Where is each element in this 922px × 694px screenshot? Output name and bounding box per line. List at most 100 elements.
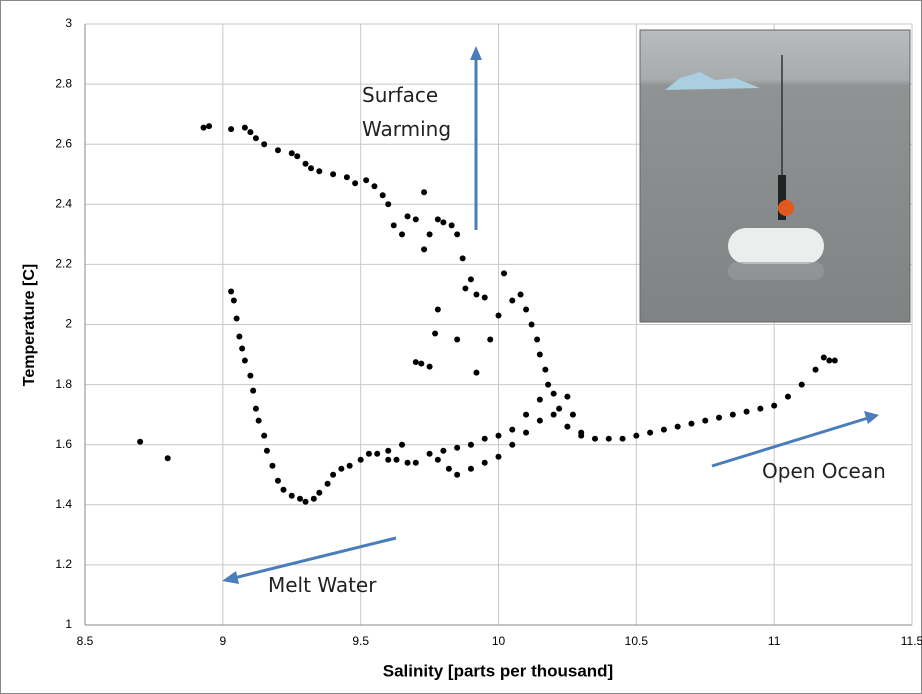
point bbox=[564, 393, 571, 400]
annotation: Open Ocean bbox=[762, 459, 886, 483]
y-tick-label: 1.2 bbox=[55, 557, 72, 571]
point bbox=[241, 124, 248, 131]
point bbox=[481, 435, 488, 442]
x-tick-label: 10.5 bbox=[625, 634, 649, 648]
point bbox=[467, 441, 474, 448]
point bbox=[743, 408, 750, 415]
point bbox=[434, 216, 441, 223]
point bbox=[633, 432, 640, 439]
point bbox=[432, 330, 439, 337]
point bbox=[233, 315, 240, 322]
point bbox=[200, 124, 207, 131]
point bbox=[297, 495, 304, 502]
y-tick-label: 1.4 bbox=[55, 497, 72, 511]
point bbox=[536, 417, 543, 424]
point bbox=[324, 480, 331, 487]
ticks: 1 1.2 1.4 1.6 1.8 2 2.2 2.4 2.6 2.8 3 8.5 9 9.5 10 10.5… bbox=[55, 16, 922, 648]
point bbox=[440, 219, 447, 226]
point bbox=[523, 429, 530, 436]
point bbox=[310, 495, 317, 502]
point bbox=[302, 498, 309, 505]
points bbox=[137, 123, 838, 505]
point bbox=[379, 192, 386, 199]
point bbox=[434, 306, 441, 313]
x-tick-label: 11.5 bbox=[901, 634, 922, 648]
point bbox=[371, 183, 378, 190]
point bbox=[448, 222, 455, 229]
point bbox=[399, 231, 406, 238]
point bbox=[467, 276, 474, 283]
point bbox=[462, 285, 469, 292]
point bbox=[385, 456, 392, 463]
point bbox=[716, 414, 723, 421]
point bbox=[228, 288, 235, 295]
point bbox=[495, 453, 502, 460]
x-axis-title: Salinity [parts per thousand] bbox=[383, 661, 613, 680]
y-tick-label: 1 bbox=[65, 617, 72, 631]
point bbox=[418, 360, 425, 367]
point bbox=[343, 174, 350, 181]
y-tick-label: 2.8 bbox=[55, 76, 72, 90]
point bbox=[412, 459, 419, 466]
point bbox=[550, 390, 557, 397]
point bbox=[390, 222, 397, 229]
annotation: Surface Warming bbox=[362, 83, 452, 141]
point bbox=[545, 381, 552, 388]
point bbox=[330, 171, 337, 178]
point bbox=[404, 459, 411, 466]
point bbox=[230, 297, 237, 304]
point bbox=[302, 160, 309, 167]
point bbox=[660, 426, 667, 433]
point bbox=[261, 141, 268, 148]
point bbox=[404, 213, 411, 220]
point bbox=[647, 429, 654, 436]
point bbox=[274, 477, 281, 484]
point bbox=[569, 411, 576, 418]
point bbox=[481, 459, 488, 466]
point bbox=[385, 447, 392, 454]
arrows bbox=[222, 46, 879, 584]
point bbox=[421, 189, 428, 196]
y-tick-label: 1.6 bbox=[55, 437, 72, 451]
point bbox=[250, 387, 257, 394]
y-tick-label: 2.6 bbox=[55, 136, 72, 150]
point bbox=[288, 150, 295, 157]
point bbox=[688, 420, 695, 427]
point bbox=[812, 366, 819, 373]
point bbox=[288, 492, 295, 499]
point bbox=[363, 177, 370, 184]
y-tick-label: 2 bbox=[65, 317, 72, 331]
point bbox=[137, 438, 144, 445]
point bbox=[357, 456, 364, 463]
point bbox=[316, 168, 323, 175]
point bbox=[454, 231, 461, 238]
point bbox=[534, 336, 541, 343]
point bbox=[495, 432, 502, 439]
point bbox=[412, 359, 419, 366]
point bbox=[426, 450, 433, 457]
point bbox=[228, 126, 235, 133]
point bbox=[274, 147, 281, 154]
point bbox=[454, 444, 461, 451]
point bbox=[771, 402, 778, 409]
point bbox=[330, 471, 337, 478]
point bbox=[454, 336, 461, 343]
point bbox=[316, 489, 323, 496]
point bbox=[542, 366, 549, 373]
point bbox=[467, 465, 474, 472]
point bbox=[550, 411, 557, 418]
point bbox=[434, 456, 441, 463]
point bbox=[523, 411, 530, 418]
point bbox=[702, 417, 709, 424]
point bbox=[473, 291, 480, 298]
point bbox=[263, 447, 270, 454]
point bbox=[784, 393, 791, 400]
point bbox=[252, 135, 259, 142]
point bbox=[385, 201, 392, 208]
point bbox=[674, 423, 681, 430]
inset-photo bbox=[639, 29, 911, 323]
x-tick-label: 11 bbox=[768, 634, 781, 648]
point bbox=[164, 455, 171, 462]
